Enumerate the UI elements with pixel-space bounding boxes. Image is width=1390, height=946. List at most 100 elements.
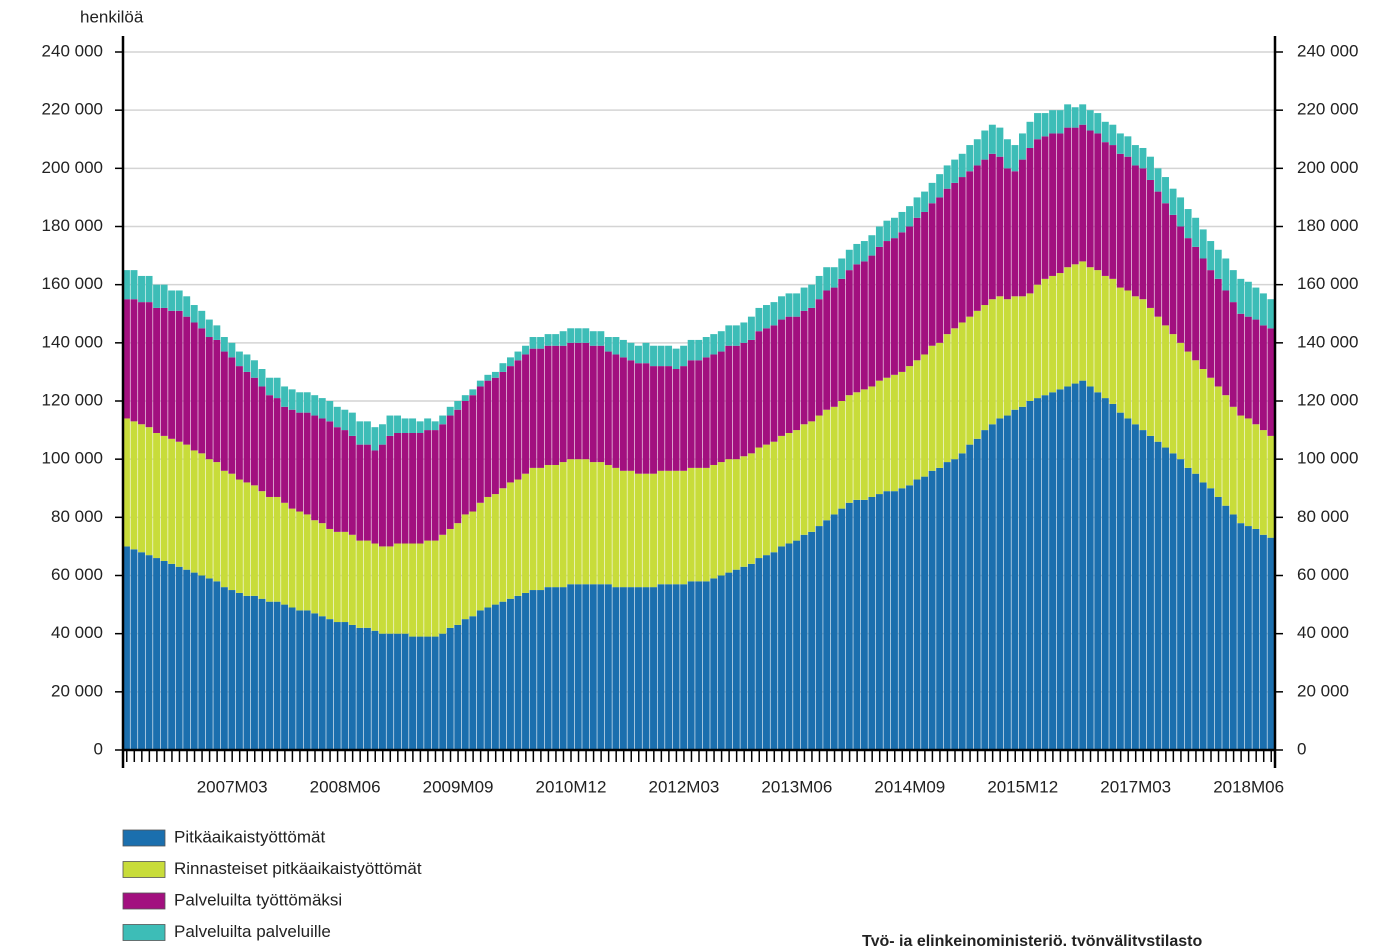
bar-segment (198, 575, 206, 750)
bar-segment (1244, 526, 1252, 750)
bar-segment (604, 351, 612, 465)
bar-segment (333, 406, 341, 428)
bar-segment (356, 444, 364, 541)
bar-segment (717, 575, 725, 750)
bar-segment (1131, 296, 1139, 425)
bar-segment (123, 270, 130, 300)
bar-segment (484, 380, 492, 497)
x-tick-label: 2008M06 (310, 777, 381, 796)
bar-segment (1041, 113, 1049, 137)
bar-segment (1222, 395, 1230, 506)
bar-segment (898, 232, 906, 372)
bar-segment (454, 624, 462, 750)
bar-segment (1147, 435, 1154, 750)
bar-segment (891, 491, 898, 750)
bar-segment (1056, 389, 1064, 750)
x-tick-label: 2009M09 (423, 777, 494, 796)
bar-segment (484, 496, 492, 608)
bar-segment (928, 182, 936, 204)
bar-segment (386, 546, 394, 634)
bar-segment (891, 238, 898, 375)
y-tick-label: 140 000 (42, 332, 103, 351)
legend-label: Palveluilta palveluille (174, 922, 331, 941)
bar-segment (619, 587, 627, 750)
bar-segment (1154, 441, 1162, 750)
bar-segment (1034, 284, 1041, 399)
bar-segment (672, 348, 680, 370)
bar-segment (138, 302, 145, 425)
bar-segment (288, 409, 296, 509)
bar-segment (778, 296, 785, 320)
bar-segment (363, 540, 371, 628)
y-tick-label: 180 000 (42, 216, 103, 235)
bar-segment (672, 470, 680, 585)
bar-segment (123, 546, 130, 750)
bar-segment (1162, 203, 1169, 326)
bar-segment (243, 595, 251, 750)
bar-segment (770, 302, 778, 326)
bar-segment (1147, 156, 1154, 180)
bar-segment (860, 389, 868, 500)
bar-segment (1229, 270, 1237, 303)
bar-segment (266, 601, 273, 750)
bar-segment (1192, 246, 1200, 361)
bar-segment (160, 560, 168, 750)
bar-segment (1169, 334, 1177, 454)
bar-segment (1109, 145, 1117, 279)
bar-segment (311, 415, 319, 521)
bar-segment (544, 587, 552, 750)
bar-segment (966, 171, 974, 317)
bar-segment (680, 584, 688, 750)
bar-segment (763, 555, 770, 750)
bar-segment (379, 424, 386, 445)
bar-segment (318, 398, 326, 419)
bar-segment (665, 470, 673, 585)
bar-segment (996, 418, 1004, 750)
bar-segment (567, 459, 575, 585)
bar-segment (928, 345, 936, 471)
bar-segment (981, 430, 989, 750)
bar-segment (1011, 409, 1019, 750)
bar-segment (213, 462, 221, 582)
y2-tick-label: 0 (1297, 739, 1306, 758)
bar-segment (1162, 447, 1169, 750)
bar-segment (1124, 290, 1132, 419)
bar-segment (695, 581, 703, 750)
bar-segment (1169, 453, 1177, 750)
bar-segment (785, 316, 793, 433)
bar-segment (838, 258, 846, 279)
bar-segment (446, 406, 454, 416)
bar-segment (619, 357, 627, 471)
bar-segment (363, 627, 371, 750)
bar-segment (544, 464, 552, 588)
bar-segment (281, 386, 289, 407)
bar-segment (687, 581, 695, 750)
bar-segment (695, 467, 703, 582)
bar-segment (574, 459, 582, 585)
bar-segment (1131, 424, 1139, 750)
bar-segment (461, 514, 469, 620)
bar-segment (281, 604, 289, 750)
bar-segment (1034, 139, 1041, 285)
bar-segment (138, 552, 145, 750)
bar-segment (906, 485, 913, 750)
bar-segment (1147, 307, 1154, 436)
bar-segment (1244, 281, 1252, 317)
bar-segment (491, 604, 499, 750)
bar-segment (906, 366, 913, 486)
bar-segment (251, 377, 258, 486)
bar-segment (205, 459, 213, 579)
bar-segment (875, 226, 883, 247)
bar-segment (476, 610, 484, 750)
bar-segment (808, 421, 816, 532)
bar-segment (740, 456, 748, 567)
bar-segment (695, 339, 703, 361)
bar-segment (1139, 147, 1147, 169)
bar-segment (1094, 133, 1102, 271)
y2-tick-label: 80 000 (1297, 507, 1349, 526)
bar-segment (386, 435, 394, 547)
bar-segment (273, 377, 281, 399)
bar-segment (635, 473, 642, 588)
x-tick-label: 2014M09 (874, 777, 945, 796)
bar-segment (1056, 133, 1064, 274)
